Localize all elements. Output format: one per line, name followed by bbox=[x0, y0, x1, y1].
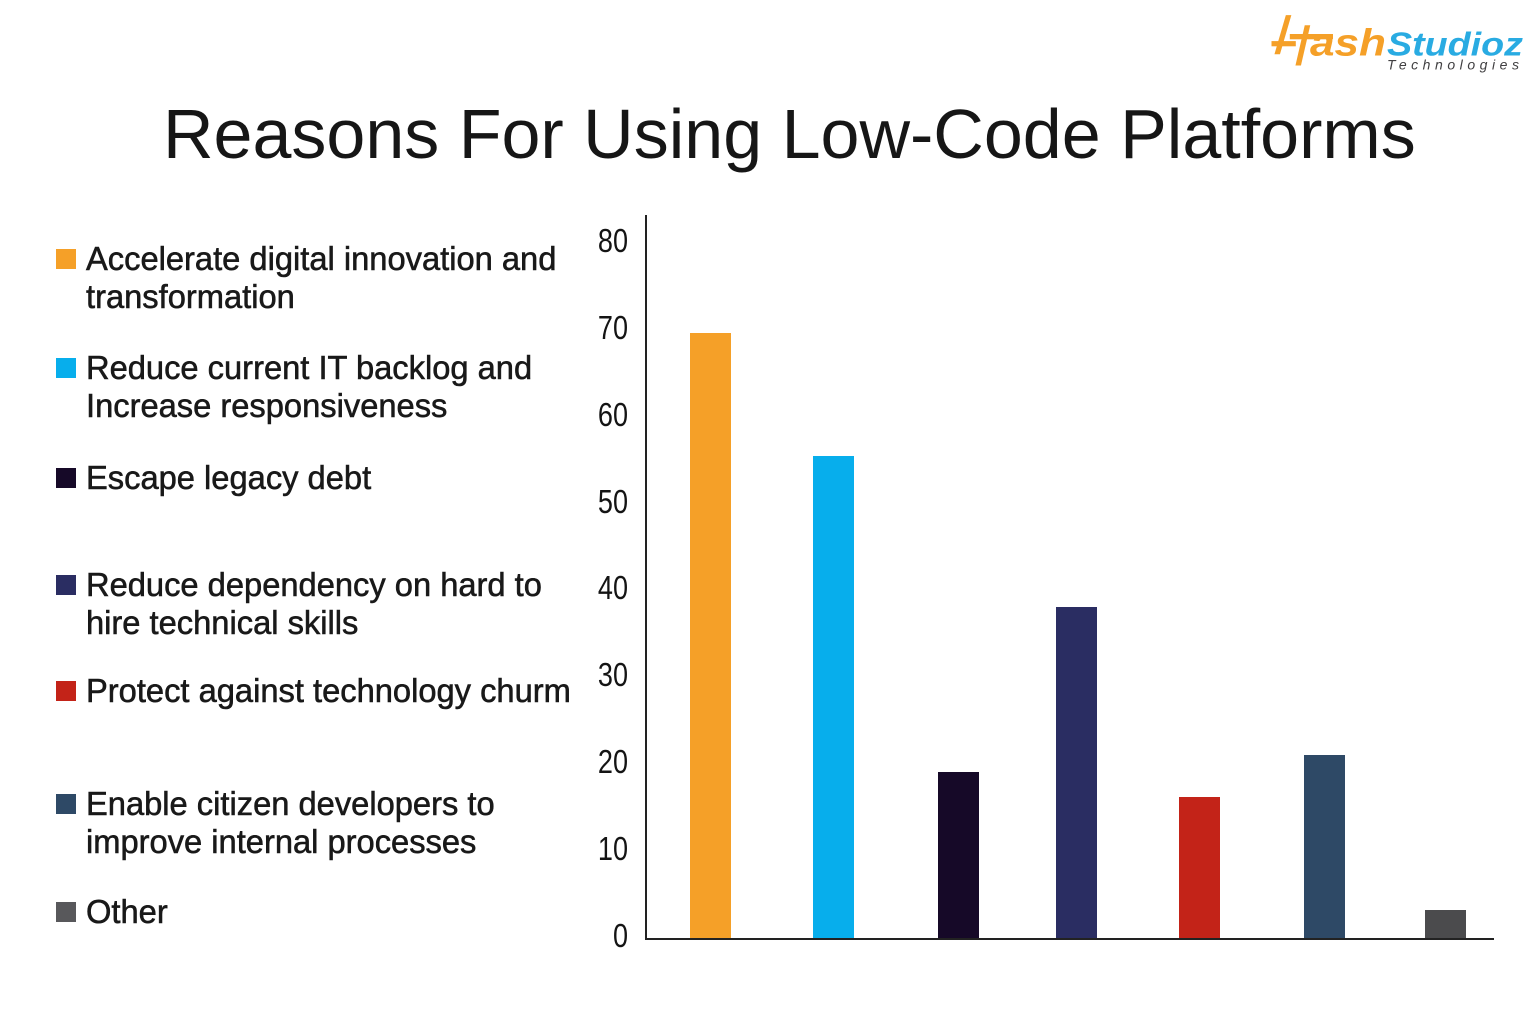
svg-text:ash: ash bbox=[1310, 22, 1386, 64]
svg-text:Studioz: Studioz bbox=[1387, 25, 1524, 62]
